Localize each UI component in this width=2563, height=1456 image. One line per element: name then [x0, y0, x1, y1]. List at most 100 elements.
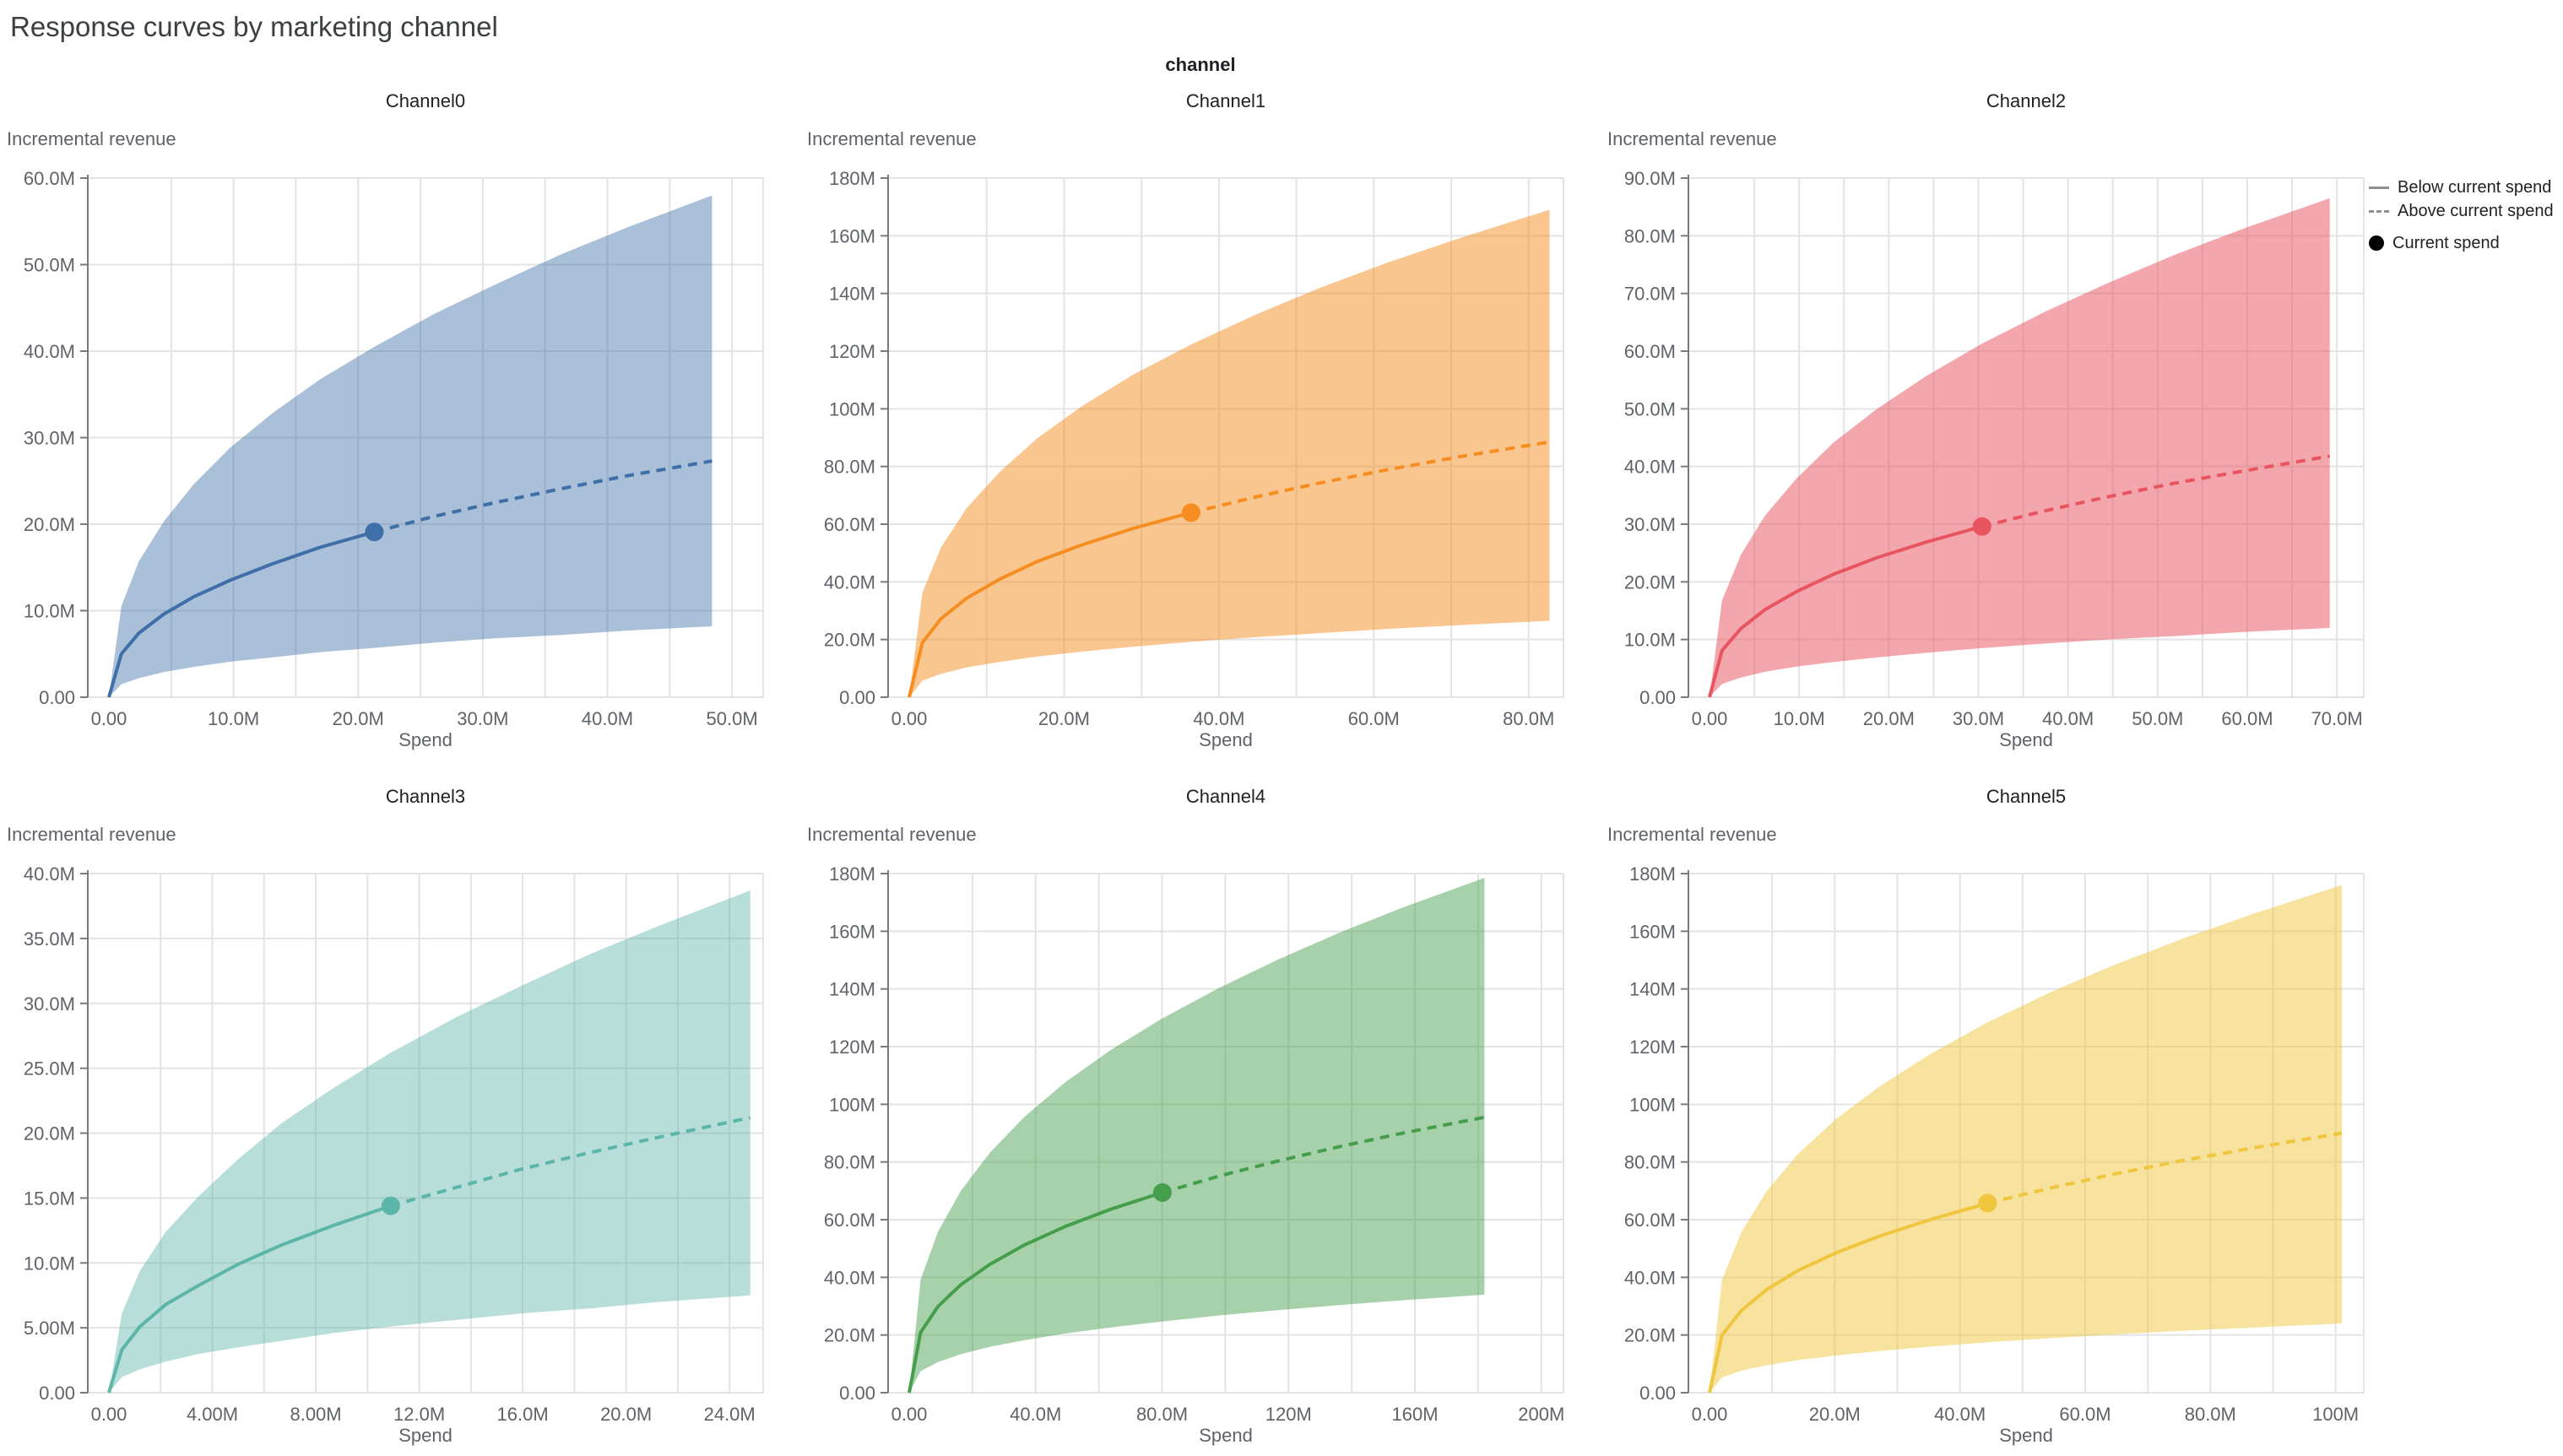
y-tick-label: 20.0M — [1624, 571, 1676, 593]
y-tick-label: 80.0M — [1624, 1152, 1676, 1173]
plot-channel1: 0.00 20.0M 40.0M 60.0M 80.0M 100M 120M 140M 160M… — [807, 90, 1564, 750]
y-tick-label: 100M — [829, 398, 875, 419]
confidence-band — [909, 209, 1550, 698]
response-curve-chart-channel5: 0.00 20.0M 40.0M 60.0M 80.0M 100M 120M 140M 160M… — [1604, 777, 2398, 1452]
x-tick-label: 10.0M — [208, 708, 259, 729]
confidence-band — [1710, 198, 2330, 697]
y-axis-title: Incremental revenue — [1607, 824, 1777, 845]
y-tick-label: 0.00 — [839, 687, 875, 708]
below-current-spend-line — [1708, 1201, 1988, 1394]
x-tick-label: 60.0M — [2059, 1404, 2111, 1425]
plot-channel3: 0.00 5.00M 10.0M 15.0M 20.0M 25.0M 30.0M 35.0M 4… — [7, 786, 764, 1446]
plot-channel0: 0.00 10.0M 20.0M 30.0M 40.0M 50.0M 60.0M 0.00 10… — [7, 90, 764, 750]
current-spend-dot — [1978, 1193, 1997, 1213]
x-tick-label: 80.0M — [1136, 1404, 1188, 1425]
page-title: Response curves by marketing channel — [10, 11, 498, 42]
chart-title: Channel4 — [1186, 786, 1265, 807]
y-tick-label: 120M — [829, 1037, 875, 1058]
current-spend-dot — [1972, 517, 1991, 536]
x-tick-label: 10.0M — [1774, 708, 1825, 729]
chart-title: Channel2 — [1986, 90, 2066, 111]
above-current-spend-line — [1162, 1115, 1485, 1194]
x-tick-label: 0.00 — [1692, 708, 1728, 729]
y-tick-label: 60.0M — [824, 514, 875, 535]
y-axis-title: Incremental revenue — [7, 128, 176, 149]
y-tick-label: 10.0M — [24, 601, 75, 622]
y-tick-label: 60.0M — [1624, 1210, 1676, 1231]
x-axis-title: Spend — [1199, 729, 1253, 750]
chart-title: Channel1 — [1186, 90, 1265, 111]
y-tick-label: 60.0M — [24, 168, 75, 189]
y-tick-label: 0.00 — [839, 1383, 875, 1404]
x-axis-title: Spend — [398, 1425, 452, 1446]
response-curve-chart-channel2: 0.00 10.0M 20.0M 30.0M 40.0M 50.0M 60.0M 70.0M 8… — [1604, 81, 2398, 756]
current-spend-dot — [1152, 1183, 1172, 1202]
y-tick-label: 0.00 — [39, 1383, 75, 1404]
y-tick-label: 180M — [829, 168, 875, 189]
current-spend-dot — [381, 1196, 400, 1215]
solid-line-icon — [2369, 186, 2389, 189]
y-tick-label: 100M — [1629, 1094, 1676, 1115]
y-tick-label: 20.0M — [24, 514, 75, 535]
confidence-band — [909, 878, 1485, 1393]
x-tick-label: 60.0M — [2221, 708, 2273, 729]
x-axis-title: Spend — [1999, 1425, 2053, 1446]
x-tick-label: 50.0M — [707, 708, 758, 729]
y-tick-label: 40.0M — [24, 863, 75, 885]
y-tick-label: 0.00 — [1639, 687, 1676, 708]
legend-item-above-current-spend: Above current spend — [2369, 199, 2554, 223]
y-tick-label: 140M — [829, 284, 875, 305]
y-tick-label: 10.0M — [24, 1253, 75, 1274]
x-tick-label: 0.00 — [91, 1404, 127, 1425]
y-tick-label: 0.00 — [39, 687, 75, 708]
x-tick-label: 100M — [2312, 1404, 2359, 1425]
y-tick-label: 60.0M — [824, 1210, 875, 1231]
y-tick-label: 50.0M — [24, 255, 75, 276]
plot-channel2: 0.00 10.0M 20.0M 30.0M 40.0M 50.0M 60.0M 70.0M 8… — [1607, 90, 2365, 750]
x-axis-title: Spend — [398, 729, 452, 750]
y-tick-label: 40.0M — [1624, 1267, 1676, 1288]
below-current-spend-line — [107, 1204, 392, 1394]
above-current-spend-line — [1981, 454, 2330, 528]
legend-item-current-spend: Current spend — [2369, 231, 2554, 255]
y-tick-label: 0.00 — [1639, 1383, 1676, 1404]
x-tick-label: 30.0M — [1953, 708, 2004, 729]
y-tick-label: 40.0M — [824, 1267, 875, 1288]
above-current-spend-line — [390, 1116, 751, 1208]
y-tick-label: 30.0M — [24, 428, 75, 449]
below-current-spend-line — [908, 511, 1192, 698]
y-tick-label: 5.00M — [24, 1318, 75, 1339]
x-tick-label: 200M — [1518, 1404, 1564, 1425]
confidence-band — [109, 195, 713, 697]
y-tick-label: 140M — [1629, 979, 1676, 1000]
x-tick-label: 40.0M — [1934, 1404, 1986, 1425]
x-tick-label: 0.00 — [891, 1404, 928, 1425]
gridlines — [88, 177, 764, 698]
x-axis-title: Spend — [1999, 729, 2053, 750]
y-tick-label: 140M — [829, 979, 875, 1000]
y-axis-title: Incremental revenue — [1607, 128, 1777, 149]
y-tick-label: 100M — [829, 1094, 875, 1115]
y-axis-title: Incremental revenue — [807, 824, 977, 845]
y-tick-label: 160M — [1629, 921, 1676, 942]
y-tick-label: 160M — [829, 225, 875, 246]
x-tick-label: 20.0M — [1809, 1404, 1861, 1425]
y-tick-label: 80.0M — [824, 457, 875, 478]
x-tick-label: 20.0M — [1038, 708, 1090, 729]
legend-label-above: Above current spend — [2398, 201, 2554, 220]
y-axis-title: Incremental revenue — [807, 128, 977, 149]
x-tick-label: 20.0M — [600, 1404, 652, 1425]
above-current-spend-line — [1190, 440, 1550, 515]
confidence-band — [1710, 885, 2343, 1393]
x-tick-label: 70.0M — [2311, 708, 2363, 729]
y-tick-label: 180M — [1629, 863, 1676, 885]
y-tick-label: 20.0M — [824, 1325, 875, 1346]
below-current-spend-line — [908, 1190, 1163, 1394]
x-tick-label: 0.00 — [1692, 1404, 1728, 1425]
facet-variable-header: channel — [1165, 54, 1236, 75]
x-tick-label: 40.0M — [1193, 708, 1244, 729]
y-tick-label: 80.0M — [1624, 225, 1676, 246]
y-tick-label: 50.0M — [1624, 398, 1676, 419]
response-curve-chart-channel4: 0.00 20.0M 40.0M 60.0M 80.0M 100M 120M 140M 160M… — [804, 777, 1597, 1452]
